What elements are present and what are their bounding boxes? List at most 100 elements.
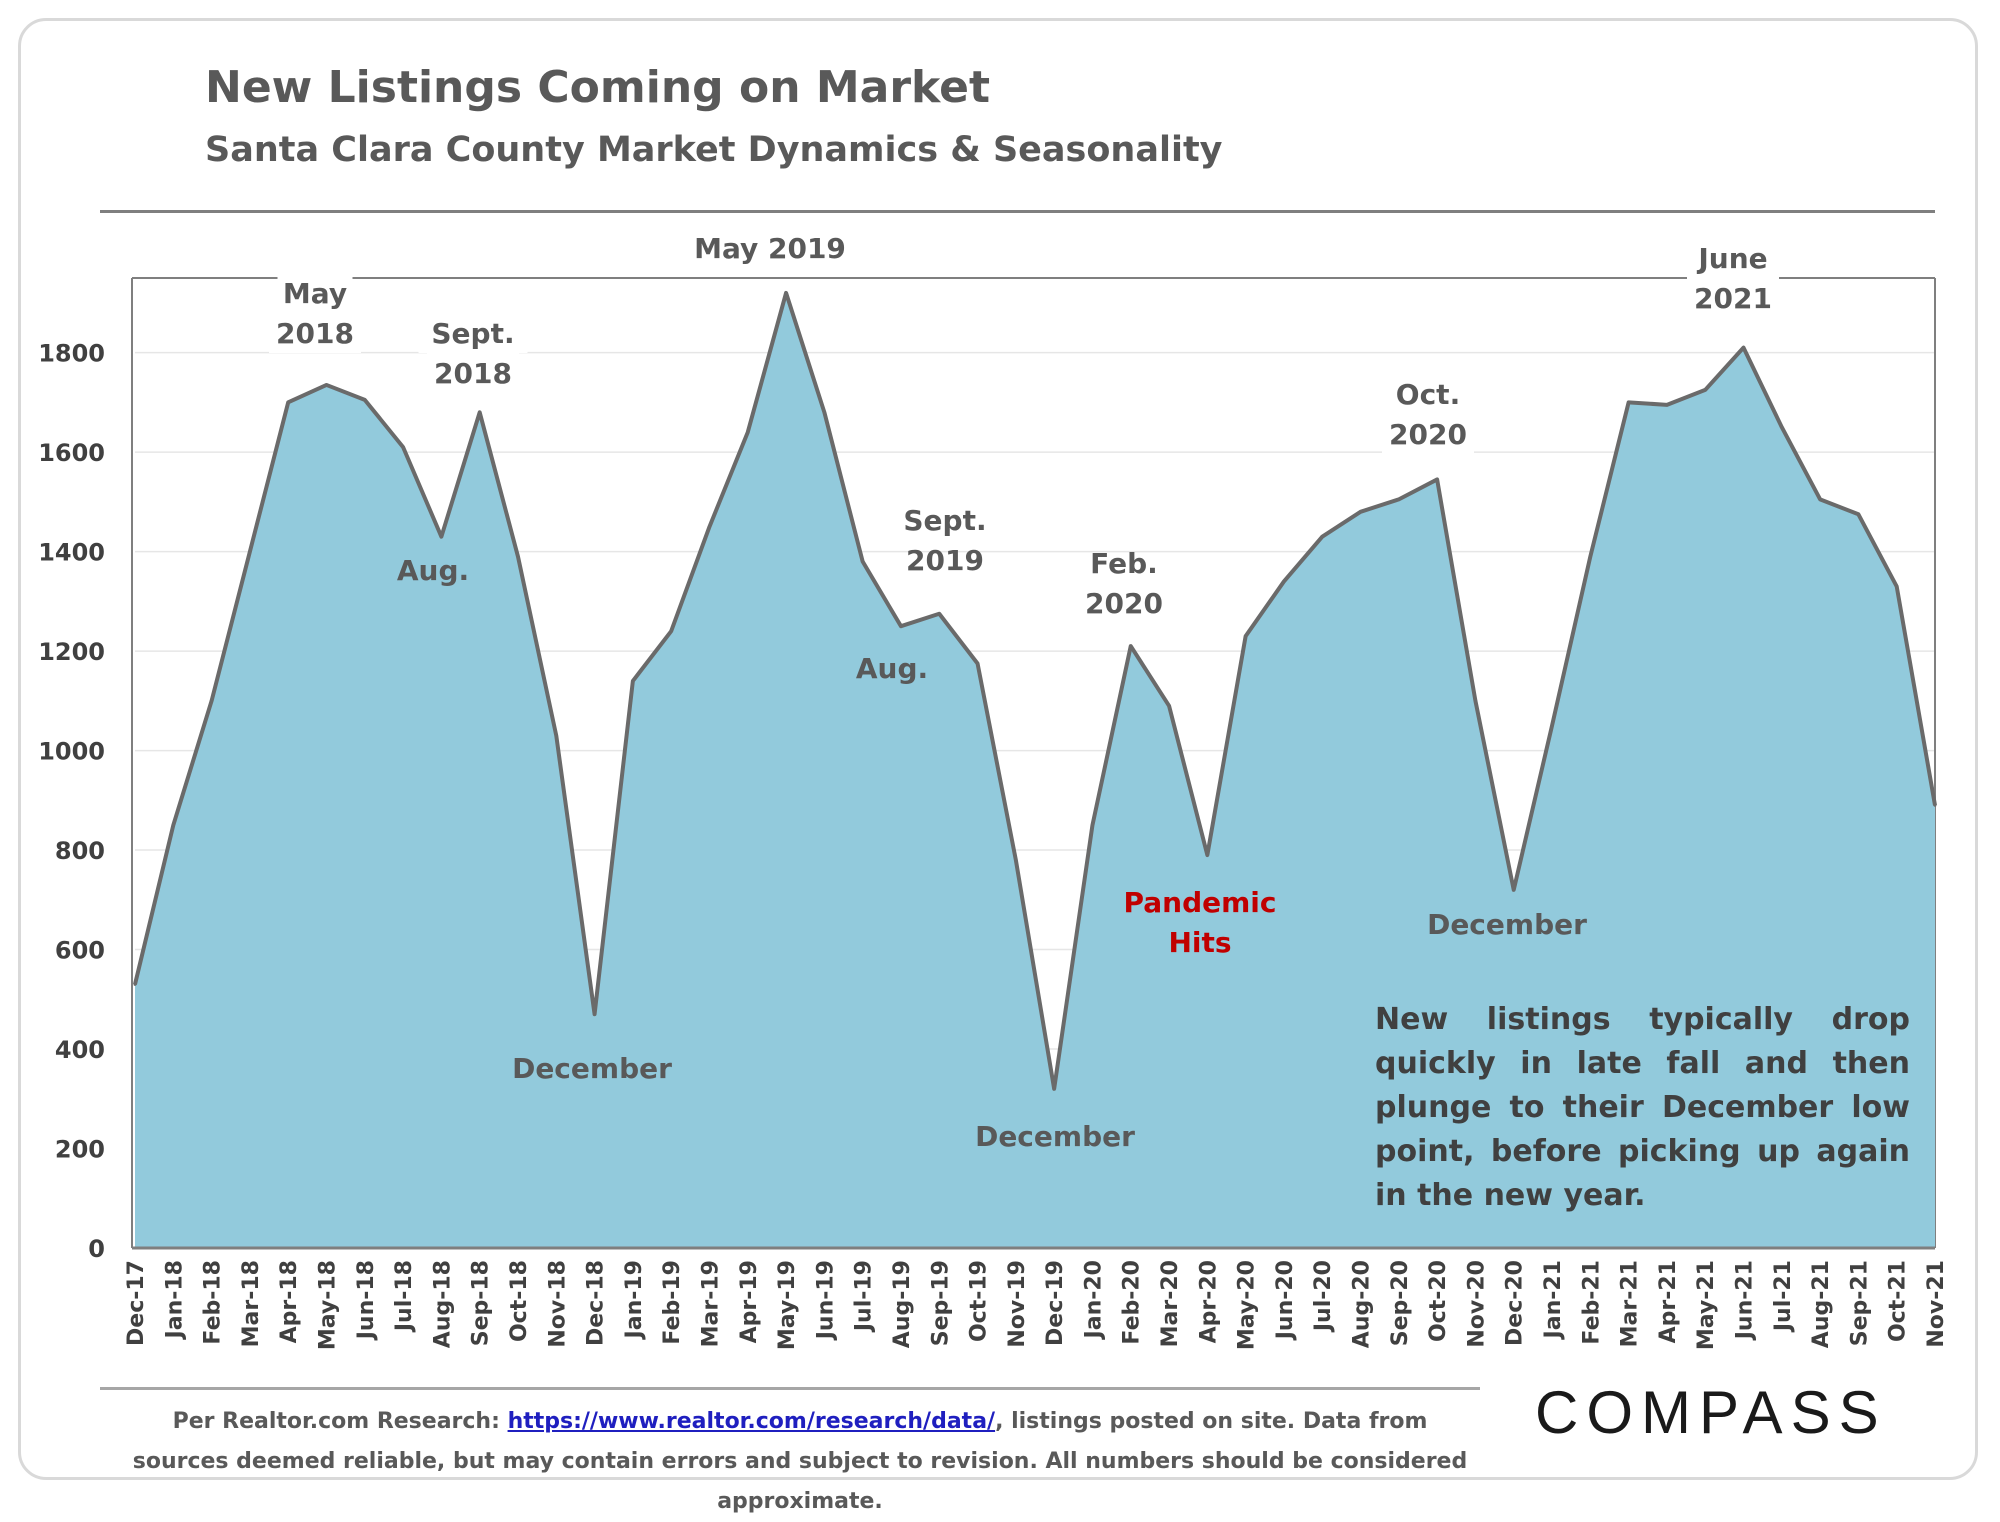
data-point xyxy=(746,430,750,434)
y-tick-label: 800 xyxy=(55,837,105,865)
x-tick-label: Jun-18 xyxy=(354,1260,379,1341)
data-point xyxy=(439,535,443,539)
y-tick-label: 1200 xyxy=(38,638,105,666)
x-tick-label: Apr-21 xyxy=(1656,1260,1681,1343)
data-point xyxy=(1627,400,1631,404)
data-point xyxy=(631,679,635,683)
y-axis: 0 200 400 600 800 1000 1200 1400 1600 1800 xyxy=(38,340,105,1263)
annotation-label: 2020 xyxy=(1085,587,1163,620)
chart-title: New Listings Coming on Market xyxy=(205,62,990,113)
data-point xyxy=(1473,699,1477,703)
data-point xyxy=(478,410,482,414)
y-tick-label: 200 xyxy=(55,1136,105,1164)
data-point xyxy=(1167,704,1171,708)
data-point xyxy=(1205,853,1209,857)
data-point xyxy=(286,400,290,404)
annotation-label: Aug. xyxy=(397,554,469,587)
area-series xyxy=(132,290,1937,1250)
data-point xyxy=(1359,510,1363,514)
data-point xyxy=(784,291,788,295)
annotation-label: June xyxy=(1696,242,1767,275)
annotation-label: Oct. xyxy=(1396,378,1460,411)
y-tick-label: 1800 xyxy=(38,340,105,368)
annotation-label: 2018 xyxy=(276,317,354,350)
annotation-bg xyxy=(690,228,850,268)
data-point xyxy=(1090,823,1094,827)
annotation-label: Hits xyxy=(1168,926,1231,959)
x-tick-label: Jul-18 xyxy=(392,1260,417,1333)
x-tick-label: Jan-20 xyxy=(1081,1260,1106,1340)
x-tick-label: Dec-20 xyxy=(1503,1260,1528,1346)
x-tick-label: Aug-20 xyxy=(1350,1260,1375,1348)
data-point xyxy=(1703,388,1707,392)
data-point xyxy=(1244,634,1248,638)
y-tick-label: 1600 xyxy=(38,439,105,467)
source-link[interactable]: https://www.realtor.com/research/data/ xyxy=(507,1409,996,1434)
x-tick-label: Aug-18 xyxy=(430,1260,455,1348)
x-tick-label: Jul-19 xyxy=(852,1260,877,1333)
annotation-label: May xyxy=(283,277,347,310)
x-tick-label: Oct-18 xyxy=(507,1260,532,1342)
data-point xyxy=(1818,497,1822,501)
x-tick-label: May-21 xyxy=(1694,1260,1719,1350)
x-tick-label: Apr-19 xyxy=(737,1260,762,1343)
y-tick-label: 0 xyxy=(88,1235,105,1263)
annotation-label: December xyxy=(512,1052,672,1085)
data-point xyxy=(516,555,520,559)
footer-divider xyxy=(100,1387,1480,1390)
annotation-label: Feb. xyxy=(1090,547,1158,580)
data-point xyxy=(1856,512,1860,516)
x-tick-label: Oct-21 xyxy=(1886,1260,1911,1342)
seasonality-note: New listings typically drop quickly in l… xyxy=(1375,1002,1910,1213)
x-tick-label: Oct-19 xyxy=(967,1260,992,1342)
data-point xyxy=(1550,724,1554,728)
annotation-label: December xyxy=(1427,908,1587,941)
annotation-label: 2019 xyxy=(906,544,984,577)
annotation-label: 2020 xyxy=(1389,418,1467,451)
annotation-label: Sept. xyxy=(903,504,986,537)
annotation-label: Pandemic xyxy=(1123,886,1276,919)
data-point xyxy=(1742,346,1746,350)
x-tick-label: May-18 xyxy=(315,1260,340,1350)
x-tick-label: Jun-20 xyxy=(1273,1260,1298,1341)
x-axis: Dec-17 Jan-18 Feb-18 Mar-18 Apr-18 May-18 Jun-… xyxy=(124,1260,1949,1350)
data-point xyxy=(707,525,711,529)
x-tick-label: Nov-20 xyxy=(1464,1260,1489,1348)
data-point xyxy=(1435,477,1439,481)
x-tick-label: May-19 xyxy=(775,1260,800,1350)
data-point xyxy=(669,629,673,633)
footer-prefix: Per Realtor.com Research: xyxy=(172,1409,508,1434)
data-point xyxy=(363,398,367,402)
x-tick-label: Oct-20 xyxy=(1426,1260,1451,1342)
data-point xyxy=(1052,1087,1056,1091)
data-point xyxy=(554,734,558,738)
x-tick-label: Jan-19 xyxy=(622,1260,647,1340)
x-tick-label: Nov-21 xyxy=(1924,1260,1949,1348)
x-tick-label: Dec-18 xyxy=(584,1260,609,1346)
data-point xyxy=(976,662,980,666)
annotation-label: 2021 xyxy=(1694,282,1772,315)
data-point xyxy=(1588,555,1592,559)
x-tick-label: Jan-21 xyxy=(1541,1260,1566,1340)
x-tick-label: Aug-21 xyxy=(1809,1260,1834,1348)
x-tick-label: Nov-19 xyxy=(1005,1260,1030,1348)
data-point xyxy=(1512,888,1516,892)
data-point xyxy=(822,410,826,414)
data-point xyxy=(1933,803,1937,807)
data-point xyxy=(324,383,328,387)
x-tick-label: Dec-17 xyxy=(124,1260,149,1346)
x-tick-label: Feb-20 xyxy=(1120,1260,1145,1345)
annotation-label: December xyxy=(975,1120,1135,1153)
x-tick-label: Sep-19 xyxy=(928,1260,953,1346)
x-tick-label: Apr-18 xyxy=(277,1260,302,1343)
data-point xyxy=(899,624,903,628)
annotation-bg xyxy=(418,313,528,353)
x-tick-label: Jul-20 xyxy=(1311,1260,1336,1333)
y-tick-label: 1000 xyxy=(38,738,105,766)
data-point xyxy=(1895,584,1899,588)
data-point xyxy=(1014,858,1018,862)
x-tick-label: Nov-18 xyxy=(545,1260,570,1348)
x-tick-label: Mar-18 xyxy=(239,1260,264,1347)
x-tick-label: Dec-19 xyxy=(1043,1260,1068,1346)
